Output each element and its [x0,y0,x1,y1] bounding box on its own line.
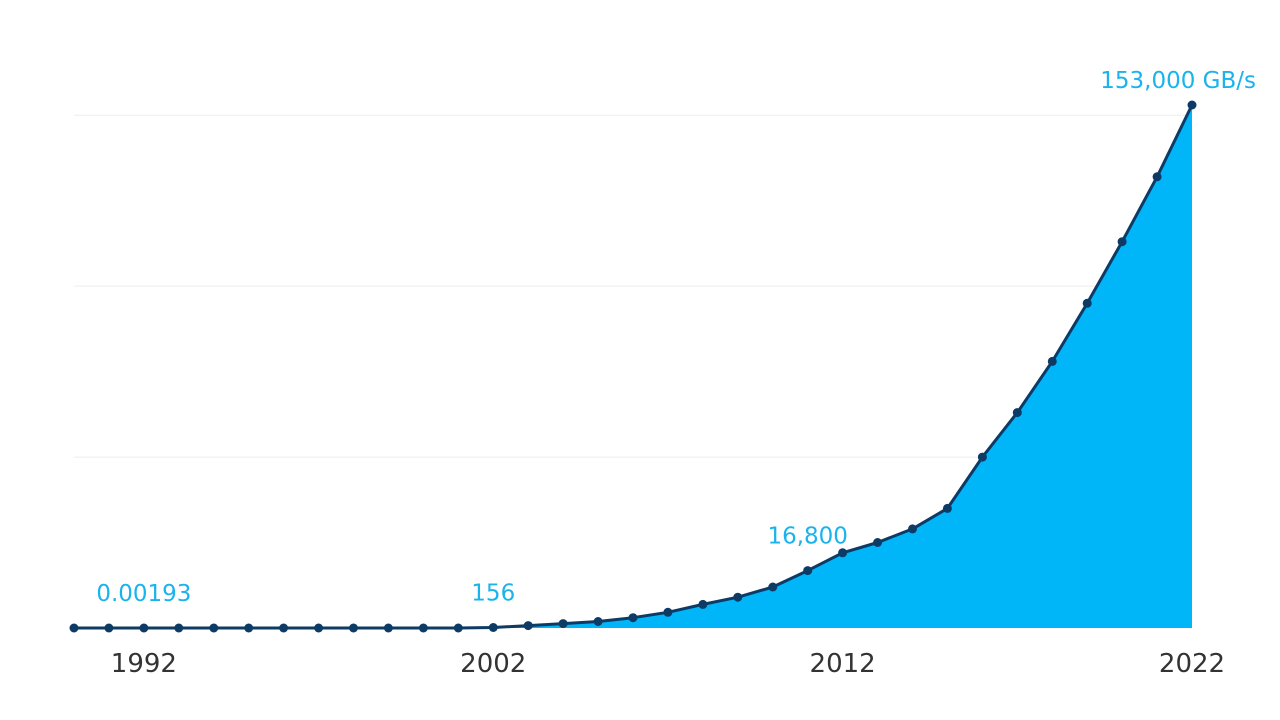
data-labels: 0.00193 156 16,800 153,000 GB/s [96,68,1256,607]
data-point-2000 [418,623,428,633]
x-axis-ticks: 1992 2002 2012 2022 [111,649,1225,679]
data-label-2022: 153,000 GB/s [1100,68,1256,94]
x-tick-1992: 1992 [111,649,177,679]
data-label-2011: 16,800 [767,524,847,550]
data-point-2021 [1152,172,1162,182]
data-point-2013 [873,538,883,547]
data-point-2005 [593,617,603,626]
data-point-2022 [1187,100,1197,110]
data-point-2017 [1012,408,1022,418]
data-point-2019 [1082,298,1092,308]
x-tick-2022: 2022 [1159,649,1225,679]
data-points [69,100,1197,633]
area-fill [74,105,1192,628]
data-point-2007 [663,607,673,617]
x-tick-2012: 2012 [810,649,876,679]
area-layer [74,105,1192,628]
data-point-1999 [383,623,393,633]
data-point-2006 [628,613,638,623]
data-point-1998 [349,623,358,633]
data-label-2002: 156 [471,580,515,606]
data-point-2014 [908,524,917,534]
data-point-1990 [69,623,79,633]
data-point-1995 [244,623,254,633]
data-point-1992 [139,623,149,633]
data-point-2003 [523,621,533,631]
data-point-2009 [733,592,743,602]
data-point-2004 [558,619,568,629]
data-point-2011 [803,566,813,576]
data-label-1992: 0.00193 [96,581,191,607]
data-point-1997 [314,623,324,633]
data-point-1993 [174,623,184,633]
data-point-2018 [1047,356,1057,366]
data-point-1994 [209,623,219,633]
data-point-2002 [488,623,498,632]
data-point-1996 [279,623,289,633]
data-point-2016 [977,452,987,462]
x-tick-2002: 2002 [460,649,526,679]
data-point-2012 [838,548,848,558]
data-point-1991 [104,623,114,633]
data-point-2010 [768,582,778,592]
data-point-2020 [1117,237,1127,247]
data-point-2001 [453,623,463,633]
data-point-2008 [698,599,708,609]
data-point-2015 [942,503,952,513]
